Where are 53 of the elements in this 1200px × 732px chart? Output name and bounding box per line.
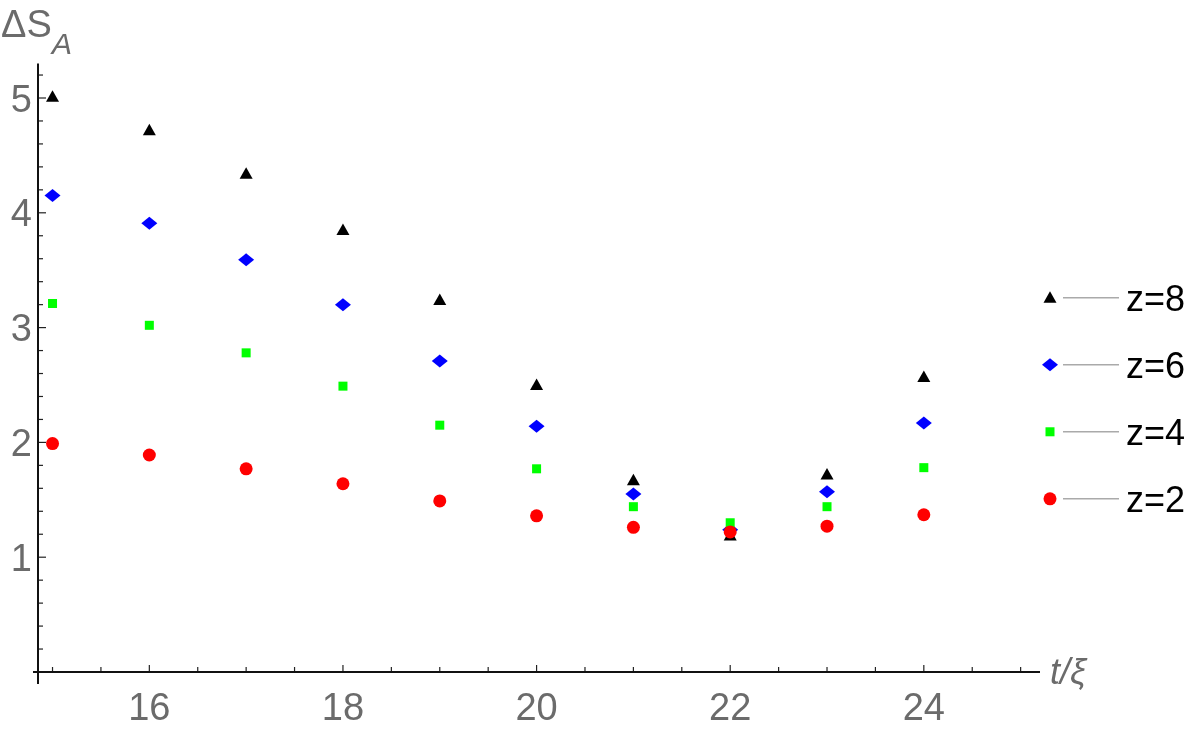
y-tick-label: 5	[10, 77, 32, 120]
point	[239, 462, 253, 476]
point	[915, 416, 932, 430]
point	[239, 167, 253, 179]
point	[725, 518, 735, 528]
point	[46, 437, 60, 451]
y-tick-label: 3	[10, 307, 32, 350]
y-tick-label: 2	[10, 422, 32, 465]
point	[44, 189, 61, 203]
x-tick-label: 22	[709, 686, 752, 728]
point	[820, 468, 834, 480]
point	[626, 473, 640, 486]
text: z=8	[1126, 277, 1186, 319]
point	[433, 293, 447, 306]
point	[48, 298, 58, 308]
x-axis-title: t/ξ	[1050, 651, 1088, 692]
point	[530, 509, 544, 523]
point	[142, 123, 156, 136]
point	[822, 502, 832, 512]
point	[820, 519, 834, 533]
point	[241, 348, 251, 358]
point	[238, 253, 255, 267]
x-tick-label: 24	[902, 686, 945, 728]
y-axis-title: ΔS$_{A}$	[1, 3, 73, 60]
x-tick-label: 20	[515, 686, 558, 728]
text: z=2	[1126, 478, 1186, 520]
point	[625, 487, 642, 501]
point	[435, 420, 445, 430]
point	[819, 485, 836, 499]
point	[142, 448, 156, 462]
point	[46, 90, 60, 102]
point	[628, 502, 638, 512]
x-tick-label: 18	[321, 686, 365, 728]
point	[528, 419, 545, 433]
point	[532, 464, 542, 474]
point	[141, 216, 158, 230]
text: z=4	[1126, 411, 1186, 453]
text: z=6	[1126, 344, 1186, 386]
point	[917, 508, 931, 522]
point	[336, 477, 350, 491]
point	[336, 223, 350, 236]
point	[433, 494, 447, 508]
point	[917, 370, 931, 382]
point	[530, 378, 544, 390]
y-tick-label: 4	[10, 192, 32, 235]
point	[431, 354, 448, 368]
point	[338, 381, 348, 391]
x-tick-label: 16	[128, 686, 171, 728]
point	[919, 463, 929, 473]
y-tick-label: 1	[10, 536, 32, 579]
point	[626, 520, 640, 534]
point	[144, 320, 154, 330]
point	[334, 298, 351, 312]
